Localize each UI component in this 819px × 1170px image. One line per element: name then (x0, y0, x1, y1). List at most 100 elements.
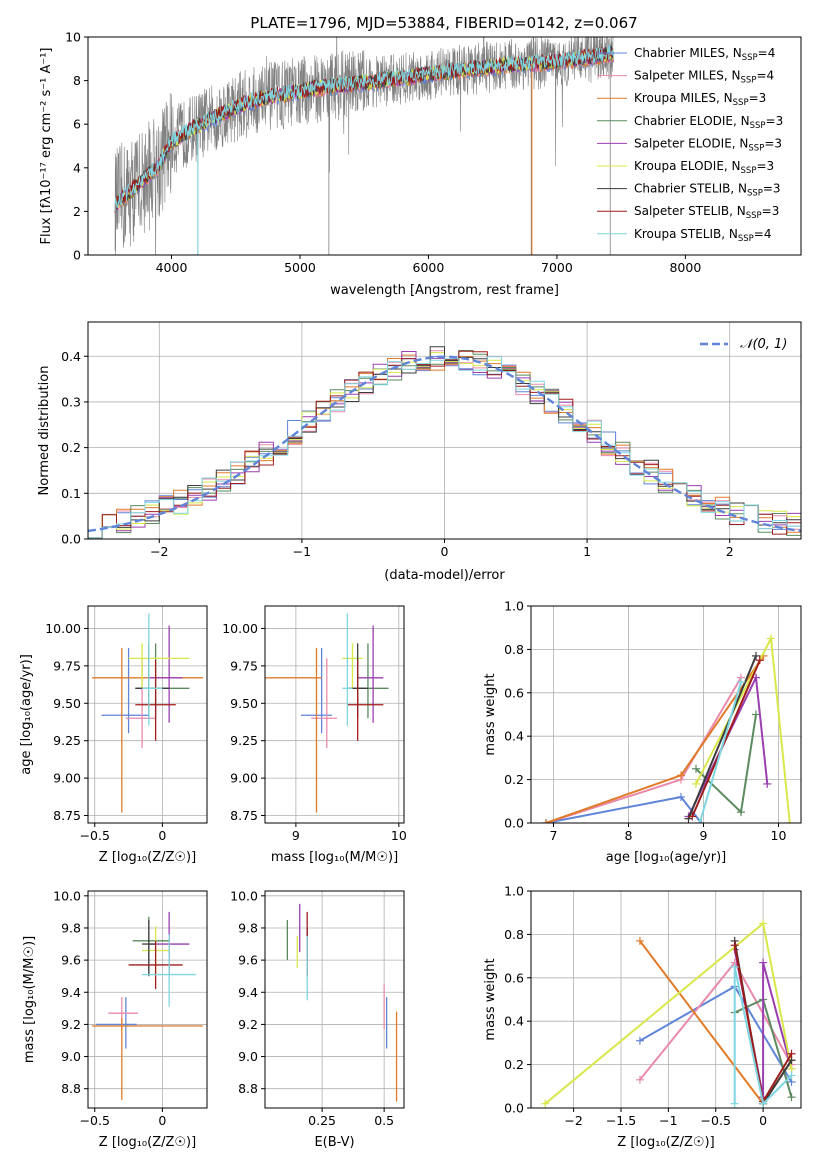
legend-label: Chabrier MILES, NSSP=4 (634, 46, 775, 63)
x-tick-label: 7000 (541, 260, 573, 275)
y-tick-label: 0.0 (504, 1101, 524, 1116)
series-kroupa-miles (542, 651, 768, 823)
y-tick-label: 9.50 (230, 696, 258, 711)
plot-area-residual_histogram (88, 346, 801, 539)
x-tick-label: −1.5 (606, 1113, 636, 1128)
axes-frame (530, 605, 802, 824)
residual-histogram-kroupa-stelib (88, 356, 801, 539)
axes-frame (530, 890, 802, 1109)
plot-area-spectrum (114, 37, 614, 255)
data-point-chabrier-stelib (135, 643, 170, 719)
y-tick-label: 9.25 (53, 733, 81, 748)
y-tick-label: 9.6 (238, 953, 258, 968)
axes-frame (264, 890, 405, 1109)
series-salpeter-stelib (688, 656, 764, 821)
x-tick-label: 0 (441, 544, 449, 559)
x-tick-label: 10 (771, 828, 787, 843)
y-tick-label: 9.8 (61, 920, 81, 935)
x-tick-label: −0.5 (80, 828, 110, 843)
axes-frame (87, 36, 802, 256)
x-tick-label: 2 (726, 544, 734, 559)
data-point-salpeter-elodie (357, 625, 384, 723)
y-tick-label: 0.8 (504, 642, 524, 657)
legend-label: Kroupa STELIB, NSSP=4 (634, 227, 772, 244)
y-tick-label: 0.3 (61, 394, 81, 409)
x-axis-label: Z [log₁₀(Z/Z☉)] (99, 850, 196, 865)
series-line (545, 655, 765, 823)
y-tick-label: 1.0 (504, 599, 524, 614)
x-tick-label: 6000 (413, 260, 445, 275)
legend-label: Salpeter STELIB, NSSP=3 (634, 204, 779, 221)
x-tick-label: −0.5 (80, 1113, 110, 1128)
model-spectrum-kroupa-elodie (114, 48, 614, 212)
x-tick-label: 8 (625, 828, 633, 843)
panel-age_vs_mass: 9 10 8.75 9.00 9.25 9.50 9.75 10.00 mass [log₁₀(… (222, 605, 407, 865)
x-tick-label: 9 (700, 828, 708, 843)
y-tick-label: 0.1 (61, 486, 81, 501)
x-tick-label: −1 (659, 1113, 677, 1128)
x-tick-label: 0 (158, 828, 166, 843)
y-tick-label: 10.0 (230, 888, 258, 903)
series-salpeter-elodie (684, 673, 772, 821)
y-tick-label: 9.25 (230, 733, 258, 748)
y-tick-label: 1.0 (504, 884, 524, 899)
y-tick-label: 9.00 (230, 771, 258, 786)
y-axis-label: mass weight (483, 673, 498, 755)
y-tick-label: 10 (65, 30, 81, 45)
data-point-chabrier-stelib (142, 919, 156, 977)
x-tick-label: 4000 (156, 260, 188, 275)
panel-massweight_vs_Z: −2 −1.5 −1 −0.5 0 0.0 0.2 0.4 0.6 0.8 1.0 Z [log₁₀(… (483, 884, 802, 1150)
x-axis-label: Z [log₁₀(Z/Z☉)] (617, 1135, 714, 1150)
panel-mass_vs_EBV: 0.25 0.5 8.8 9.0 9.2 9.4 9.6 9.8 10.0 E(B-V) (230, 888, 405, 1150)
y-tick-label: 9.4 (238, 985, 258, 1000)
y-tick-label: 9.8 (238, 920, 258, 935)
y-axis-label: mass weight (483, 958, 498, 1040)
y-tick-label: 0.4 (504, 1014, 524, 1029)
legend-label: Chabrier ELODIE, NSSP=3 (634, 114, 783, 131)
y-tick-label: 8.8 (238, 1081, 258, 1096)
y-tick-label: 0.2 (504, 772, 524, 787)
panel-residual_histogram: −2 −1 0 1 2 0.0 0.1 0.2 0.3 0.4 (data-model)/error… (37, 321, 802, 583)
figure-title: PLATE=1796, MJD=53884, FIBERID=0142, z=0… (250, 14, 637, 32)
normal-reference-curve (88, 355, 801, 533)
x-axis-label: age [log₁₀(age/yr)] (606, 850, 727, 865)
data-point-salpeter-stelib (135, 659, 176, 741)
series-line (698, 681, 742, 823)
y-tick-label: 0 (73, 248, 81, 263)
data-point-chabrier-miles (101, 647, 149, 734)
x-tick-label: 0 (759, 1113, 767, 1128)
y-tick-label: 6 (73, 117, 81, 132)
x-tick-label: 8000 (669, 260, 701, 275)
y-tick-label: 9.4 (61, 985, 81, 1000)
x-tick-label: 7 (550, 828, 558, 843)
y-tick-label: 0.4 (504, 729, 524, 744)
series-line (545, 677, 742, 823)
x-tick-label: −2 (564, 1113, 582, 1128)
plot-area-age_vs_mass (265, 613, 389, 813)
y-tick-label: 0.0 (61, 532, 81, 547)
series-kroupa-elodie (692, 634, 794, 823)
data-point-kroupa-stelib (342, 613, 353, 726)
y-tick-label: 8.75 (53, 808, 81, 823)
data-point-salpeter-stelib (347, 659, 384, 741)
x-axis-label: Z [log₁₀(Z/Z☉)] (99, 1135, 196, 1150)
y-tick-label: 2 (73, 204, 81, 219)
legend-label: Kroupa ELODIE, NSSP=3 (634, 159, 774, 176)
data-point-kroupa-elodie (128, 643, 190, 689)
y-tick-label: 0.8 (504, 927, 524, 942)
data-point-kroupa-miles (92, 1017, 203, 1100)
x-axis-label: (data-model)/error (384, 568, 505, 583)
axes-frame (264, 605, 405, 824)
x-tick-label: 0.25 (308, 1113, 336, 1128)
data-point-salpeter-elodie (148, 625, 183, 723)
y-axis-label: Normed distribution (37, 366, 52, 496)
plot-area-age_vs_Z (92, 613, 203, 813)
data-point-kroupa-stelib (142, 613, 163, 726)
x-axis-label: wavelength [Angstrom, rest frame] (330, 283, 559, 298)
y-tick-label: 9.00 (53, 771, 81, 786)
y-tick-label: 10.0 (53, 888, 81, 903)
y-tick-label: 9.6 (61, 953, 81, 968)
legend-label: 𝒩(0, 1) (740, 337, 787, 352)
plot-area-massweight_vs_Z (541, 919, 796, 1108)
